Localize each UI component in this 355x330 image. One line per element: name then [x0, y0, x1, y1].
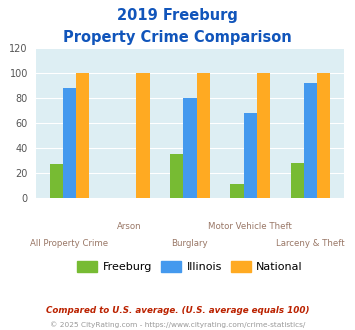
Bar	[257, 73, 270, 198]
Bar	[197, 73, 210, 198]
Bar	[76, 73, 89, 198]
Text: Larceny & Theft: Larceny & Theft	[276, 239, 345, 248]
Bar	[244, 113, 257, 198]
Text: Burglary: Burglary	[171, 239, 208, 248]
Bar	[317, 73, 330, 198]
Bar	[290, 163, 304, 198]
Legend: Freeburg, Illinois, National: Freeburg, Illinois, National	[72, 256, 307, 277]
Text: Motor Vehicle Theft: Motor Vehicle Theft	[208, 222, 292, 231]
Bar	[50, 164, 63, 198]
Text: © 2025 CityRating.com - https://www.cityrating.com/crime-statistics/: © 2025 CityRating.com - https://www.city…	[50, 322, 305, 328]
Text: 2019 Freeburg: 2019 Freeburg	[117, 8, 238, 23]
Text: Compared to U.S. average. (U.S. average equals 100): Compared to U.S. average. (U.S. average …	[46, 306, 309, 315]
Bar	[136, 73, 149, 198]
Bar	[63, 88, 76, 198]
Bar	[230, 184, 244, 198]
Bar	[170, 154, 183, 198]
Text: Arson: Arson	[118, 222, 142, 231]
Bar	[183, 98, 197, 198]
Text: All Property Crime: All Property Crime	[31, 239, 109, 248]
Text: Property Crime Comparison: Property Crime Comparison	[63, 30, 292, 45]
Bar	[304, 83, 317, 198]
